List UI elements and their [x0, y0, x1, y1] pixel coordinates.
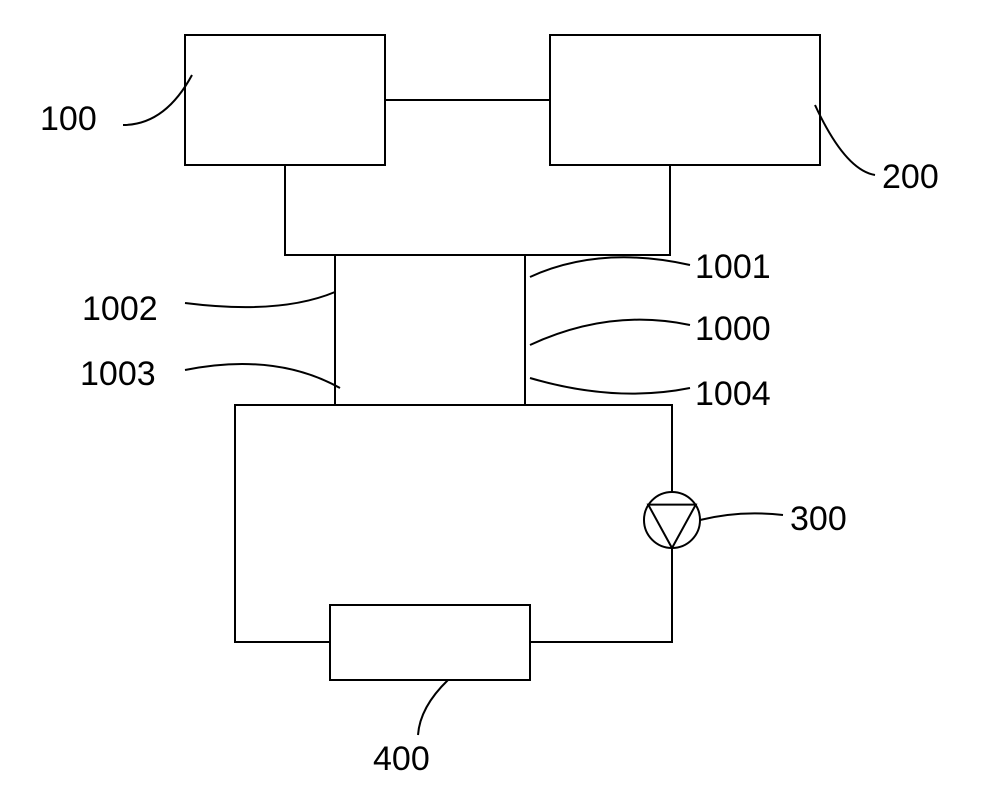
label-1003: 1003	[80, 355, 156, 394]
node-pump_300	[644, 492, 700, 548]
node-box_400	[330, 605, 530, 680]
label-200: 200	[882, 158, 939, 197]
leader-line	[530, 320, 690, 345]
leader-line	[185, 364, 340, 388]
leader-line	[815, 105, 875, 175]
node-box_100	[185, 35, 385, 165]
edge	[235, 405, 370, 642]
label-1000: 1000	[695, 310, 771, 349]
diagram-canvas	[0, 0, 1000, 788]
edge	[490, 405, 672, 492]
label-100: 100	[40, 100, 97, 139]
node-box_200	[550, 35, 820, 165]
label-1004: 1004	[695, 375, 771, 414]
label-1002: 1002	[82, 290, 158, 329]
leader-line	[123, 75, 192, 125]
edge	[530, 548, 672, 642]
leader-line	[530, 378, 690, 394]
leader-line	[185, 292, 335, 307]
leader-line	[700, 513, 783, 520]
node-box_1000	[335, 255, 525, 405]
label-400: 400	[373, 740, 430, 779]
edge	[490, 165, 670, 255]
leader-line	[418, 680, 448, 735]
label-1001: 1001	[695, 248, 771, 287]
edge	[285, 165, 370, 255]
leader-line	[530, 257, 690, 277]
label-300: 300	[790, 500, 847, 539]
